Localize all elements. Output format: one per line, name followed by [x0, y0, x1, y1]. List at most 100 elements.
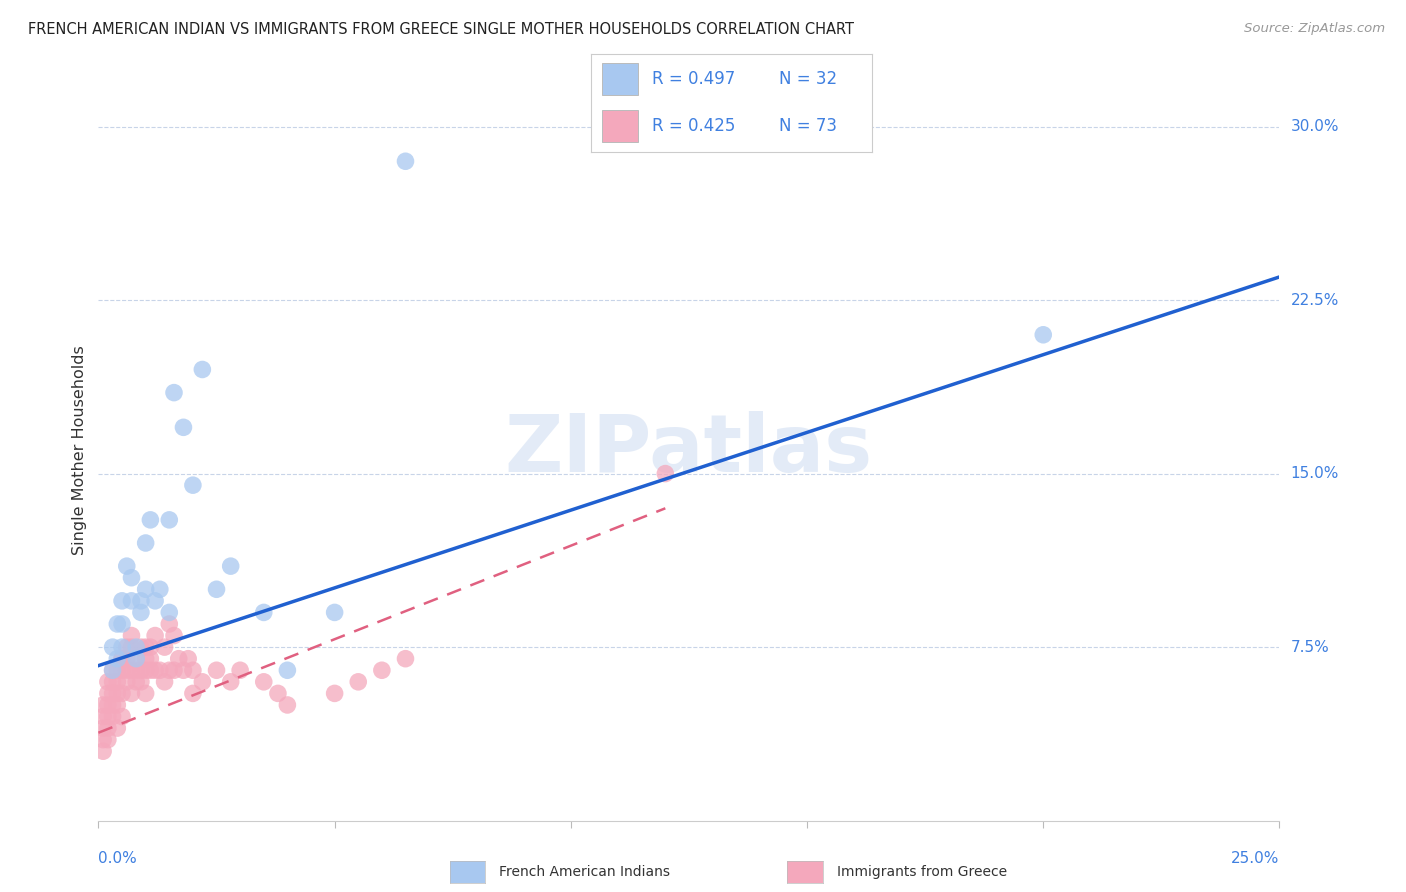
FancyBboxPatch shape — [602, 63, 638, 95]
Point — [205, 582, 228, 597]
Point — [172, 663, 194, 677]
Point — [125, 640, 148, 654]
Text: French American Indians: French American Indians — [499, 865, 671, 880]
Point — [253, 674, 276, 689]
Point — [105, 663, 128, 677]
Text: N = 32: N = 32 — [779, 70, 837, 88]
Point — [105, 698, 128, 712]
Point — [125, 651, 148, 665]
Point — [129, 594, 152, 608]
Point — [229, 663, 252, 677]
Text: 7.5%: 7.5% — [1291, 640, 1329, 655]
Point — [91, 721, 114, 735]
Point — [135, 582, 157, 597]
FancyBboxPatch shape — [602, 111, 638, 142]
Point — [167, 651, 190, 665]
Point — [129, 674, 152, 689]
Point — [115, 663, 138, 677]
Point — [115, 640, 138, 654]
Point — [101, 698, 124, 712]
Point — [181, 478, 204, 492]
Point — [91, 709, 114, 723]
Point — [91, 732, 114, 747]
Point — [205, 663, 228, 677]
Point — [181, 686, 204, 700]
Point — [139, 651, 162, 665]
Y-axis label: Single Mother Households: Single Mother Households — [72, 345, 87, 556]
Point — [111, 594, 134, 608]
Point — [101, 709, 124, 723]
Point — [177, 651, 200, 665]
Point — [101, 686, 124, 700]
Point — [139, 513, 162, 527]
Point — [219, 674, 242, 689]
Point — [253, 606, 276, 620]
Text: Immigrants from Greece: Immigrants from Greece — [837, 865, 1007, 880]
Point — [97, 709, 120, 723]
Point — [111, 640, 134, 654]
Point — [105, 617, 128, 632]
Point — [139, 640, 162, 654]
Text: R = 0.497: R = 0.497 — [652, 70, 735, 88]
Point — [143, 594, 166, 608]
Point — [101, 663, 124, 677]
Text: 30.0%: 30.0% — [1291, 119, 1339, 134]
Point — [111, 686, 134, 700]
Point — [143, 663, 166, 677]
Point — [101, 640, 124, 654]
Point — [101, 674, 124, 689]
Point — [129, 663, 152, 677]
Point — [323, 686, 346, 700]
Point — [111, 663, 134, 677]
Point — [153, 640, 176, 654]
Point — [135, 536, 157, 550]
Point — [105, 674, 128, 689]
Text: FRENCH AMERICAN INDIAN VS IMMIGRANTS FROM GREECE SINGLE MOTHER HOUSEHOLDS CORREL: FRENCH AMERICAN INDIAN VS IMMIGRANTS FRO… — [28, 22, 853, 37]
Point — [121, 640, 143, 654]
Point — [97, 674, 120, 689]
Point — [111, 709, 134, 723]
Point — [91, 744, 114, 758]
Point — [115, 651, 138, 665]
Point — [125, 663, 148, 677]
Point — [149, 582, 172, 597]
Point — [97, 698, 120, 712]
Point — [121, 663, 143, 677]
Point — [111, 651, 134, 665]
Point — [101, 663, 124, 677]
Point — [91, 698, 114, 712]
Point — [157, 513, 180, 527]
Point — [1032, 327, 1054, 342]
Point — [143, 628, 166, 642]
Point — [129, 606, 152, 620]
Point — [267, 686, 290, 700]
Text: 0.0%: 0.0% — [98, 851, 138, 866]
Point — [121, 571, 143, 585]
Text: R = 0.425: R = 0.425 — [652, 117, 735, 135]
Point — [276, 663, 298, 677]
Point — [105, 651, 128, 665]
Text: Source: ZipAtlas.com: Source: ZipAtlas.com — [1244, 22, 1385, 36]
Point — [172, 420, 194, 434]
Point — [153, 674, 176, 689]
Point — [157, 617, 180, 632]
Point — [394, 154, 416, 169]
Point — [105, 686, 128, 700]
Point — [149, 663, 172, 677]
Point — [163, 628, 186, 642]
Text: 22.5%: 22.5% — [1291, 293, 1339, 308]
Text: 15.0%: 15.0% — [1291, 467, 1339, 481]
Point — [105, 721, 128, 735]
Point — [139, 663, 162, 677]
Point — [347, 674, 370, 689]
Point — [323, 606, 346, 620]
Point — [654, 467, 676, 481]
Point — [135, 640, 157, 654]
Point — [157, 606, 180, 620]
Point — [135, 686, 157, 700]
Point — [135, 651, 157, 665]
Point — [181, 663, 204, 677]
Point — [97, 721, 120, 735]
Point — [125, 651, 148, 665]
Point — [129, 640, 152, 654]
